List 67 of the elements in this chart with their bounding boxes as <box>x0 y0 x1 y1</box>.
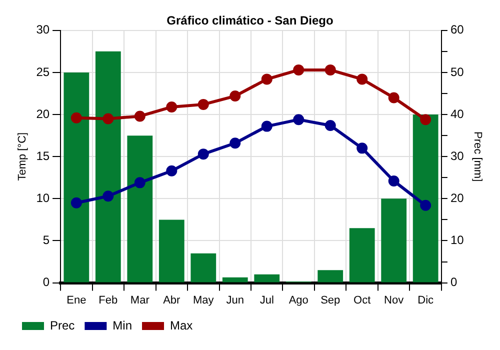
x-tick-label: Abr <box>163 294 181 306</box>
bar <box>412 114 438 282</box>
point <box>388 92 400 104</box>
point <box>198 148 209 160</box>
point <box>324 120 336 131</box>
x-tick-label: Feb <box>98 294 118 306</box>
x-tick-label: Nov <box>384 294 404 306</box>
point <box>261 120 272 132</box>
point <box>356 142 368 154</box>
y-axis-title: Temp [°C] <box>16 132 29 181</box>
point <box>134 110 146 122</box>
point <box>293 114 304 126</box>
y-tick-label: 5 <box>42 233 50 248</box>
bar <box>158 220 184 282</box>
bar <box>222 277 248 282</box>
y-tick-label: 0 <box>42 275 50 290</box>
bar <box>349 228 375 282</box>
y2-tick-label: 30 <box>450 148 464 163</box>
y-tick-label: 20 <box>36 106 50 121</box>
y-tick-label: 25 <box>36 64 50 79</box>
point <box>230 90 241 102</box>
point <box>198 98 209 110</box>
bar <box>64 72 90 282</box>
legend-label: Min <box>112 318 132 332</box>
y2-tick-label: 50 <box>450 64 464 79</box>
point <box>166 101 178 112</box>
y2-tick-label: 0 <box>450 275 458 290</box>
point <box>356 74 368 85</box>
bar <box>254 274 280 282</box>
y-tick-label: 15 <box>36 148 50 163</box>
point <box>324 64 336 76</box>
point <box>388 176 400 186</box>
bar <box>127 136 153 282</box>
bar <box>190 253 216 282</box>
y-tick-label: 10 <box>36 190 50 205</box>
point <box>420 114 432 126</box>
y-tick-label: 30 <box>36 22 50 37</box>
point <box>293 64 304 76</box>
x-tick-label: Oct <box>354 294 371 306</box>
point <box>420 200 432 211</box>
x-tick-label: Jul <box>260 294 274 306</box>
y2-tick-label: 40 <box>450 106 464 121</box>
y2-tick-label: 10 <box>450 233 464 248</box>
point <box>230 138 241 149</box>
x-tick-label: Sep <box>320 294 340 306</box>
x-tick-label: Ene <box>66 294 86 306</box>
bar <box>95 51 121 282</box>
point <box>70 197 82 208</box>
point <box>102 190 114 202</box>
x-tick-label: Dic <box>418 294 434 306</box>
chart-title: Gráfico climático - San Diego <box>166 14 334 28</box>
legend-label: Prec <box>50 318 75 332</box>
point <box>70 112 82 124</box>
bar <box>318 270 344 282</box>
y2-tick-label: 60 <box>450 22 464 37</box>
x-tick-label: Jun <box>226 294 244 306</box>
point <box>261 74 272 85</box>
legend-label: Max <box>170 318 193 332</box>
y2-axis-title: Prec [mm] <box>471 132 484 182</box>
y2-tick-label: 20 <box>450 190 464 205</box>
x-tick-label: May <box>192 294 214 306</box>
point <box>102 113 114 124</box>
x-tick-label: Mar <box>130 294 150 306</box>
x-tick-label: Ago <box>288 294 308 306</box>
point <box>134 177 146 188</box>
bar <box>381 198 407 282</box>
point <box>166 165 178 176</box>
